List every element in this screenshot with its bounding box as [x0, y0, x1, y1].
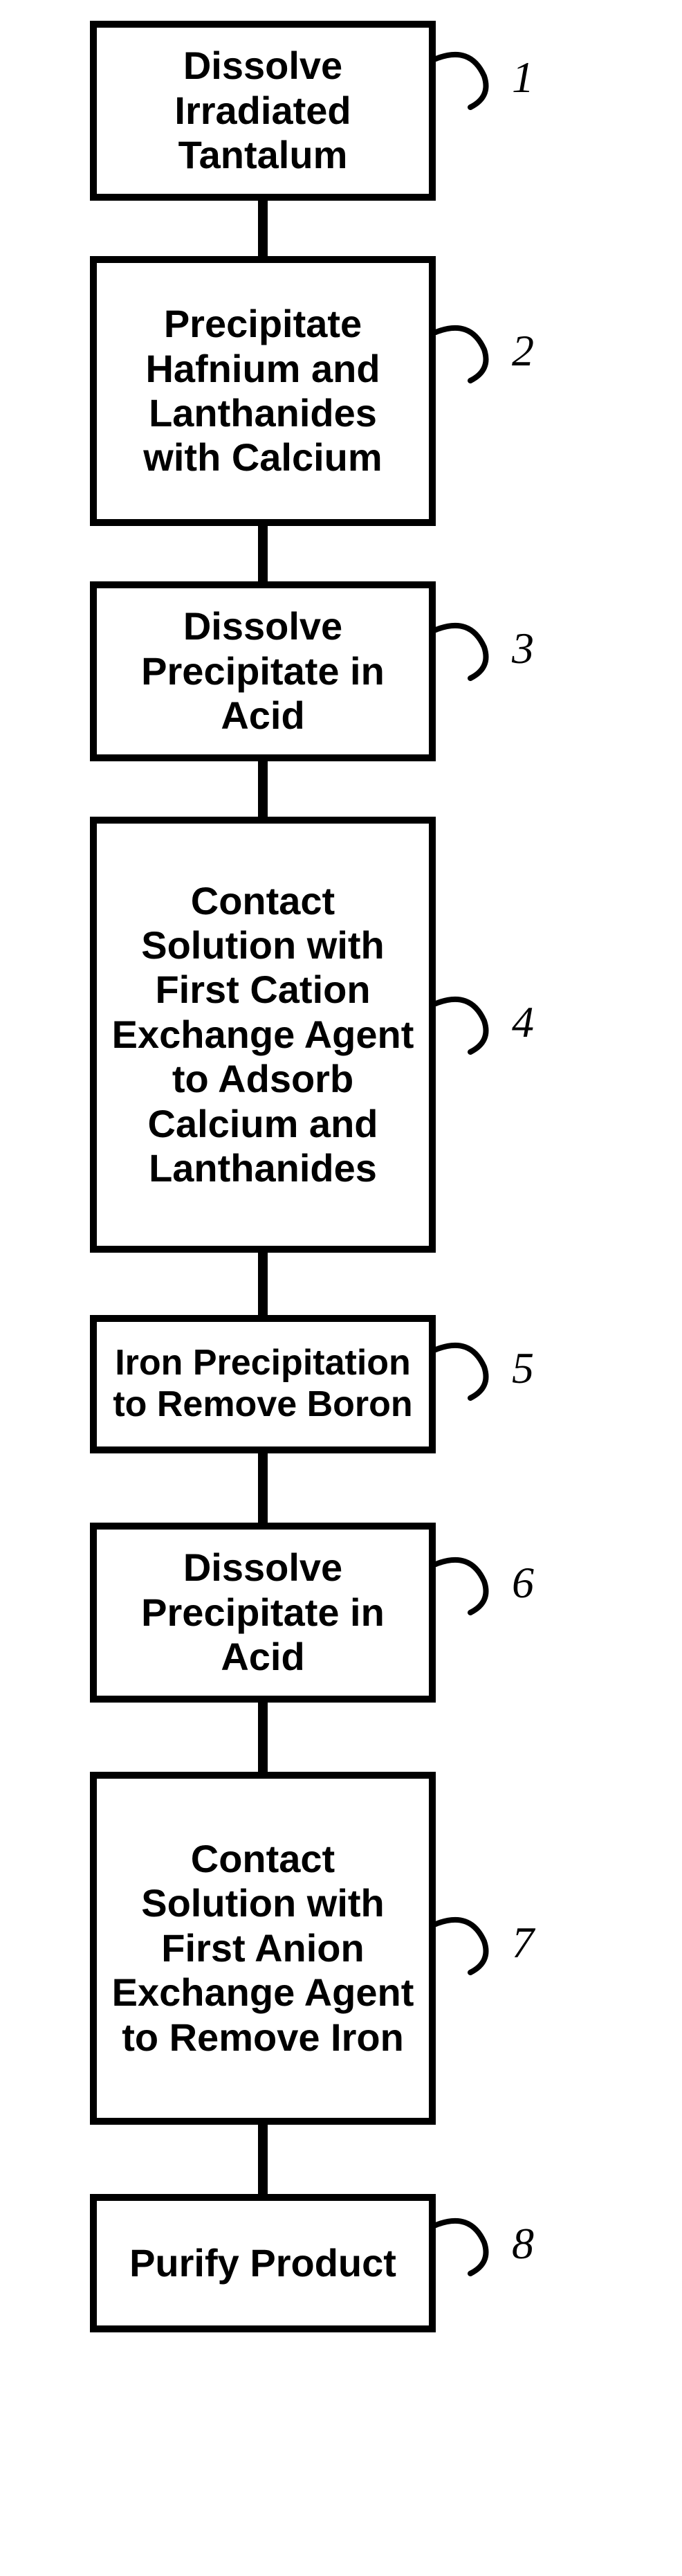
- flowchart-connector: [258, 526, 268, 581]
- flowchart-step-2: Precipitate Hafnium and Lanthanides with…: [90, 256, 436, 526]
- step-text: Contact Solution with First Anion Exchan…: [111, 1837, 415, 2060]
- step-label-2: 2: [512, 325, 534, 377]
- label-hook-icon: [436, 1914, 512, 1976]
- step-text: Dissolve Precipitate in Acid: [111, 1545, 415, 1679]
- flowchart-step-4: Contact Solution with First Cation Excha…: [90, 817, 436, 1253]
- flowchart-connector: [258, 1253, 268, 1315]
- flowchart-connector: [258, 1453, 268, 1523]
- step-label-3: 3: [512, 623, 534, 674]
- step-text: Contact Solution with First Cation Excha…: [111, 879, 415, 1191]
- step-label-6: 6: [512, 1557, 534, 1608]
- flowchart-step-3: Dissolve Precipitate in Acid: [90, 581, 436, 761]
- step-text: Precipitate Hafnium and Lanthanides with…: [111, 302, 415, 480]
- flowchart-step-5: Iron Precipitation to Remove Boron: [90, 1315, 436, 1453]
- step-text: Iron Precipitation to Remove Boron: [111, 1343, 415, 1426]
- flowchart-canvas: Dissolve Irradiated Tantalum 1 Precipita…: [0, 0, 682, 2576]
- label-hook-icon: [436, 2215, 512, 2277]
- label-hook-icon: [436, 993, 512, 1055]
- label-hook-icon: [436, 1554, 512, 1616]
- flowchart-step-6: Dissolve Precipitate in Acid: [90, 1523, 436, 1703]
- step-text: Purify Product: [129, 2241, 396, 2285]
- step-label-5: 5: [512, 1343, 534, 1394]
- step-text: Dissolve Precipitate in Acid: [111, 604, 415, 738]
- step-label-7: 7: [512, 1917, 534, 1968]
- label-hook-icon: [436, 619, 512, 682]
- step-label-8: 8: [512, 2218, 534, 2269]
- flowchart-connector: [258, 1703, 268, 1772]
- step-label-4: 4: [512, 997, 534, 1048]
- flowchart-connector: [258, 2125, 268, 2194]
- flowchart-connector: [258, 761, 268, 817]
- flowchart-step-7: Contact Solution with First Anion Exchan…: [90, 1772, 436, 2125]
- step-label-1: 1: [512, 52, 534, 103]
- step-text: Dissolve Irradiated Tantalum: [111, 44, 415, 177]
- flowchart-step-8: Purify Product: [90, 2194, 436, 2332]
- flowchart-connector: [258, 201, 268, 256]
- flowchart-step-1: Dissolve Irradiated Tantalum: [90, 21, 436, 201]
- label-hook-icon: [436, 322, 512, 384]
- label-hook-icon: [436, 1339, 512, 1402]
- label-hook-icon: [436, 48, 512, 111]
